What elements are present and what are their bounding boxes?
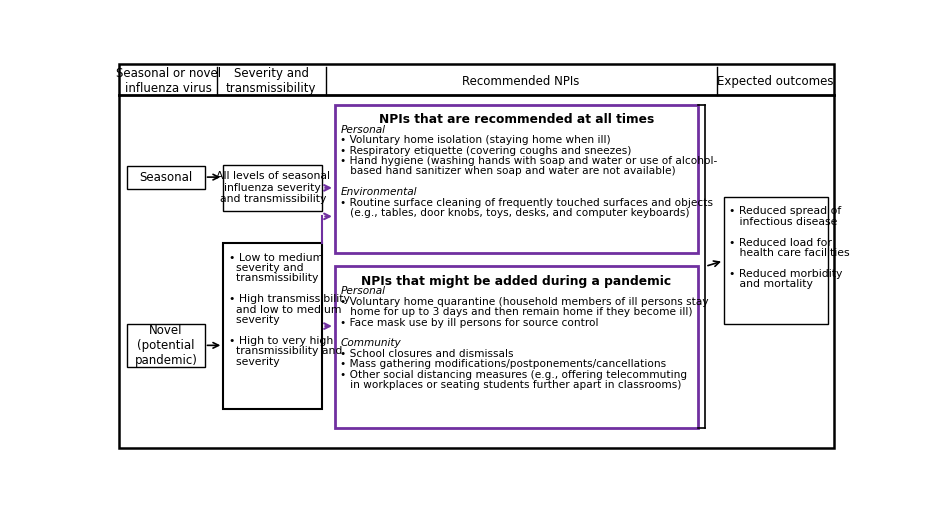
Text: All levels of seasonal
influenza severity
and transmissibility: All levels of seasonal influenza severit…: [216, 171, 330, 204]
Text: • Respiratory etiquette (covering coughs and sneezes): • Respiratory etiquette (covering coughs…: [340, 146, 631, 156]
Bar: [127, 166, 205, 189]
Text: health care facilities: health care facilities: [729, 248, 850, 258]
Text: NPIs that are recommended at all times: NPIs that are recommended at all times: [379, 113, 654, 126]
Text: Seasonal or novel
influenza virus: Seasonal or novel influenza virus: [115, 67, 220, 95]
Text: • Other social distancing measures (e.g., offering telecommuting: • Other social distancing measures (e.g.…: [340, 370, 687, 380]
Text: home for up to 3 days and then remain home if they become ill): home for up to 3 days and then remain ho…: [340, 307, 693, 317]
Text: • School closures and dismissals: • School closures and dismissals: [340, 349, 513, 359]
Text: Novel
(potential
pandemic): Novel (potential pandemic): [135, 324, 197, 367]
Text: • Low to medium: • Low to medium: [230, 252, 324, 263]
Text: Community: Community: [340, 339, 401, 348]
Text: (e.g., tables, door knobs, toys, desks, and computer keyboards): (e.g., tables, door knobs, toys, desks, …: [340, 208, 690, 218]
Text: • Voluntary home quarantine (household members of ill persons stay: • Voluntary home quarantine (household m…: [340, 297, 709, 307]
Text: • Voluntary home isolation (staying home when ill): • Voluntary home isolation (staying home…: [340, 135, 611, 145]
Text: transmissibility and: transmissibility and: [230, 346, 343, 356]
Bar: [335, 105, 698, 252]
Text: severity and: severity and: [230, 263, 304, 273]
Text: Recommended NPIs: Recommended NPIs: [462, 75, 579, 88]
Text: • Hand hygiene (washing hands with soap and water or use of alcohol-: • Hand hygiene (washing hands with soap …: [340, 156, 717, 166]
Text: Severity and
transmissibility: Severity and transmissibility: [226, 67, 316, 95]
Text: Personal: Personal: [340, 125, 385, 135]
Text: Seasonal: Seasonal: [140, 171, 193, 184]
Text: • Reduced load for: • Reduced load for: [729, 238, 832, 247]
Bar: [223, 243, 323, 409]
Text: NPIs that might be added during a pandemic: NPIs that might be added during a pandem…: [361, 275, 671, 288]
Text: • Mass gathering modifications/postponements/cancellations: • Mass gathering modifications/postponem…: [340, 359, 667, 369]
Text: transmissibility: transmissibility: [230, 273, 319, 283]
Text: infectious disease: infectious disease: [729, 217, 838, 227]
Bar: [127, 324, 205, 367]
Text: • Reduced morbidity: • Reduced morbidity: [729, 269, 843, 279]
Bar: [335, 267, 698, 428]
Text: severity: severity: [230, 315, 280, 325]
Text: • Routine surface cleaning of frequently touched surfaces and objects: • Routine surface cleaning of frequently…: [340, 198, 713, 207]
Text: based hand sanitizer when soap and water are not available): based hand sanitizer when soap and water…: [340, 166, 676, 176]
Text: and low to medium: and low to medium: [230, 305, 342, 314]
Text: severity: severity: [230, 356, 280, 367]
Text: in workplaces or seating students further apart in classrooms): in workplaces or seating students furthe…: [340, 380, 682, 390]
Text: • Face mask use by ill persons for source control: • Face mask use by ill persons for sourc…: [340, 317, 599, 328]
Text: Personal: Personal: [340, 286, 385, 297]
Text: Expected outcomes: Expected outcomes: [717, 75, 833, 88]
Bar: [724, 197, 828, 324]
Text: Environmental: Environmental: [340, 187, 417, 197]
Bar: [223, 165, 323, 211]
Text: • High transmissibility: • High transmissibility: [230, 294, 351, 304]
Text: • Reduced spread of: • Reduced spread of: [729, 206, 842, 216]
Text: • High to very high: • High to very high: [230, 336, 334, 346]
Text: and mortality: and mortality: [729, 279, 813, 289]
